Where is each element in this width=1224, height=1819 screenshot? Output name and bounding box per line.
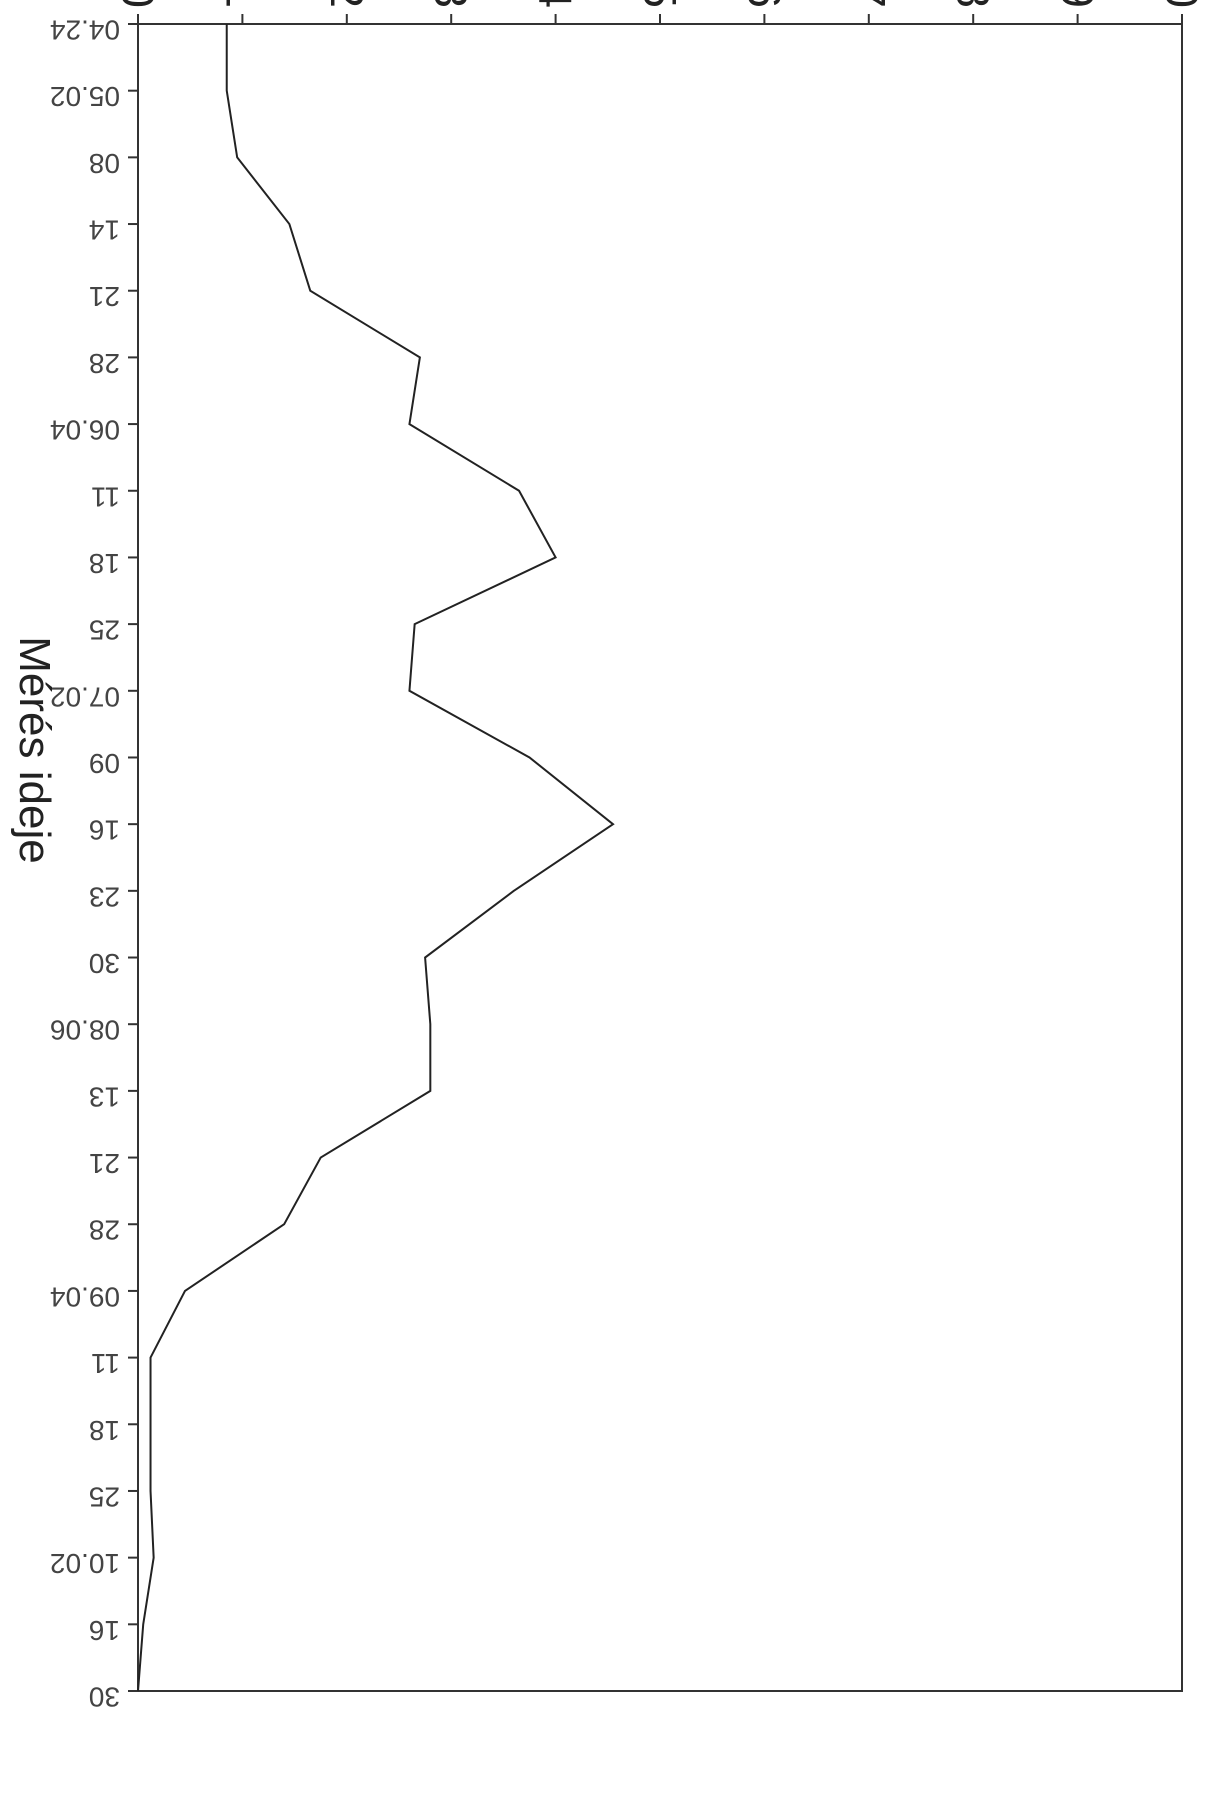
x-tick-label: 25 [89, 615, 120, 646]
series-line [137, 24, 615, 1692]
y-tick-label: 4 [530, 0, 582, 8]
y-tick-label: 2 [321, 0, 373, 8]
x-tick-label: 23 [89, 881, 120, 912]
y-tick-label: 7 [843, 0, 895, 8]
y-tick-label: 6 [738, 0, 790, 8]
x-tick-label: 10.02 [50, 1548, 120, 1579]
x-tick-label: 25 [89, 1481, 120, 1512]
x-tick-label: 18 [89, 548, 120, 579]
x-tick-label: 30 [89, 1682, 120, 1713]
x-tick-label: 04.24 [50, 15, 120, 46]
x-tick-label: 09.04 [50, 1281, 120, 1312]
x-tick-label: 16 [89, 815, 120, 846]
x-tick-label: 08.06 [50, 1015, 120, 1046]
x-tick-label: 21 [89, 281, 120, 312]
x-tick-label: 30 [89, 948, 120, 979]
y-tick-label: 5 [634, 0, 686, 8]
x-tick-label: 18 [89, 1415, 120, 1446]
x-tick-label: 07.02 [50, 681, 120, 712]
plot-frame [137, 23, 1183, 1692]
x-tick-label: 11 [91, 1348, 120, 1379]
y-tick-label: 10 [1156, 0, 1208, 8]
y-tick-label: 0 [112, 0, 164, 8]
x-tick-label: 06.04 [50, 415, 120, 446]
x-tick-label: 28 [89, 1215, 120, 1246]
series-layer [137, 23, 615, 1692]
x-tick-label: 11 [91, 481, 120, 512]
x-axis: 04.24 05.02 08 14 21 28 06.04 11 18 25 07.02 09 16 23… [50, 15, 138, 1713]
y-tick-label: 1 [216, 0, 268, 8]
x-tick-label: 28 [89, 348, 120, 379]
y-tick-label: 3 [425, 0, 477, 8]
x-tick-label: 08 [89, 148, 120, 179]
y-axis: 0 1 2 3 4 5 6 7 8 9 10 [112, 0, 1208, 24]
y-tick-label: 9 [1052, 0, 1104, 8]
x-tick-label: 09 [89, 748, 120, 779]
x-tick-label: 21 [89, 1148, 120, 1179]
y-tick-label: 8 [947, 0, 999, 8]
plot-area [137, 23, 1183, 1692]
x-tick-label: 16 [89, 1615, 120, 1646]
x-tick-label: 14 [89, 215, 120, 246]
x-tick-label: 13 [89, 1081, 120, 1112]
x-axis-title: Mérés ideje [10, 636, 59, 863]
x-tick-label: 05.02 [50, 81, 120, 112]
